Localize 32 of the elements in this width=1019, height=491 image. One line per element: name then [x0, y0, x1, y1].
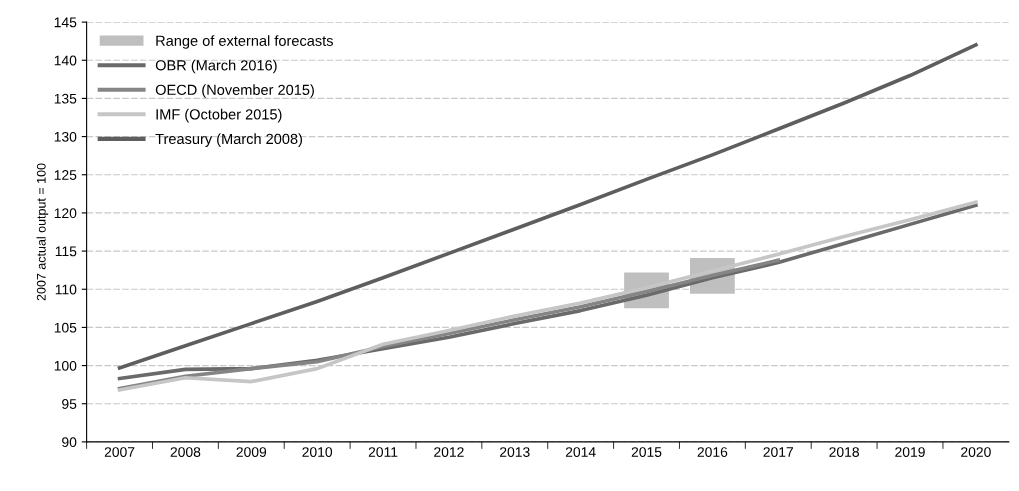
y-tick-label: 90 [62, 437, 77, 448]
x-tick-label: 2013 [500, 447, 530, 457]
y-tick-label: 125 [54, 170, 77, 180]
x-tick-label: 2009 [236, 447, 267, 457]
legend-label: OBR (March 2016) [155, 59, 277, 74]
x-tick-label: 2017 [763, 447, 794, 457]
x-tick-label: 2015 [631, 447, 662, 457]
legend-label: OECD (November 2015) [155, 84, 314, 98]
legend-label: Range of external forecasts [156, 35, 333, 49]
y-tick-label: 105 [54, 322, 77, 333]
y-tick-label: 110 [55, 284, 77, 295]
legend-label: IMF (October 2015) [156, 108, 282, 123]
x-tick-label: 2014 [565, 447, 596, 457]
y-tick-label: 115 [55, 246, 77, 257]
x-tick-label: 2016 [697, 447, 728, 457]
x-tick-label: 2010 [302, 447, 333, 457]
y-axis-title: 2007 actual output = 100 [36, 163, 49, 301]
y-tick-label: 95 [62, 399, 77, 409]
y-tick-label: 140 [54, 55, 77, 66]
x-tick-label: 2019 [895, 447, 925, 457]
y-tick-label: 130 [54, 131, 77, 142]
y-tick-label: 120 [54, 208, 77, 219]
x-tick-label: 2008 [170, 447, 201, 457]
y-tick-label: 145 [54, 17, 77, 28]
x-tick-label: 2018 [829, 447, 859, 457]
y-tick-label: 135 [54, 93, 77, 104]
x-tick-label: 2012 [434, 447, 464, 457]
x-tick-label: 2011 [368, 447, 398, 457]
y-tick-label: 100 [54, 360, 77, 371]
legend-label: Treasury (March 2008) [155, 133, 303, 147]
x-tick-label: 2007 [104, 447, 135, 457]
x-tick-label: 2020 [961, 447, 991, 457]
